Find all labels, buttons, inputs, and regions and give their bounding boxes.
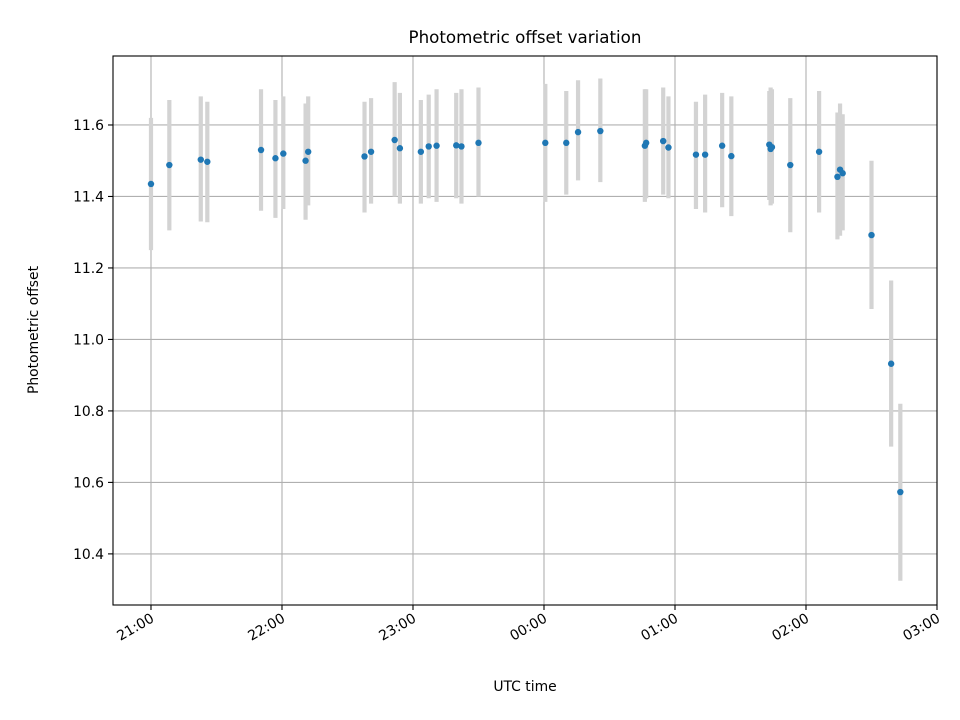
- data-point: [839, 170, 846, 177]
- data-point: [433, 142, 440, 149]
- data-point: [425, 143, 432, 150]
- data-point: [815, 148, 823, 155]
- data-point: [272, 155, 279, 162]
- error-bars: [148, 78, 903, 581]
- data-point: [574, 128, 582, 136]
- x-axis-ticks: 21:00 22:00 23:00 00:00 01:00 02:00 03:00: [114, 605, 943, 644]
- data-point: [718, 142, 726, 149]
- x-tick-label: 03:00: [900, 611, 943, 645]
- data-point: [642, 139, 650, 147]
- data-point: [701, 151, 709, 158]
- data-point: [728, 152, 735, 160]
- data-point: [665, 144, 672, 151]
- y-tick-label: 11.2: [73, 261, 104, 277]
- data-point: [787, 161, 794, 169]
- data-point: [367, 148, 375, 155]
- data-point: [304, 148, 312, 155]
- data-point: [887, 360, 895, 367]
- data-point: [280, 150, 287, 157]
- data-point: [197, 156, 204, 163]
- x-tick-label: 01:00: [638, 611, 681, 645]
- data-point: [361, 153, 368, 160]
- x-tick-label: 02:00: [769, 611, 812, 645]
- x-tick-label: 22:00: [245, 611, 288, 645]
- y-tick-label: 10.4: [73, 547, 104, 563]
- data-point: [391, 136, 398, 144]
- y-tick-label: 11.4: [73, 189, 104, 205]
- x-axis-label: UTC time: [493, 679, 556, 695]
- x-tick-label: 23:00: [376, 611, 419, 645]
- data-point: [475, 139, 482, 147]
- y-axis-ticks: 10.4 10.6 10.8 11.0 11.2 11.4 11.6: [73, 118, 113, 563]
- data-point: [542, 139, 549, 147]
- data-point: [257, 146, 265, 154]
- data-point: [834, 173, 841, 181]
- data-point: [396, 145, 404, 152]
- y-tick-label: 11.6: [73, 118, 104, 134]
- data-point: [897, 488, 904, 496]
- y-tick-label: 10.8: [73, 404, 104, 420]
- data-point: [692, 151, 700, 158]
- data-point: [302, 157, 309, 164]
- data-point: [563, 139, 570, 147]
- y-tick-label: 10.6: [73, 475, 104, 491]
- data-point: [660, 137, 667, 145]
- x-tick-label: 21:00: [114, 611, 157, 645]
- data-point: [204, 158, 211, 165]
- data-point: [147, 180, 155, 188]
- grid-lines: [113, 56, 938, 605]
- chart-title: Photometric offset variation: [409, 27, 642, 47]
- data-point: [166, 161, 173, 169]
- x-tick-label: 00:00: [507, 611, 550, 645]
- y-tick-label: 11.0: [73, 332, 104, 348]
- y-axis-label: Photometric offset: [26, 265, 42, 394]
- data-point: [597, 127, 604, 135]
- data-point: [868, 231, 875, 239]
- data-point: [768, 143, 776, 151]
- plot-frame: [112, 55, 938, 606]
- data-point: [453, 142, 460, 149]
- data-points: [147, 127, 904, 496]
- data-point: [417, 148, 425, 155]
- data-point: [458, 143, 465, 150]
